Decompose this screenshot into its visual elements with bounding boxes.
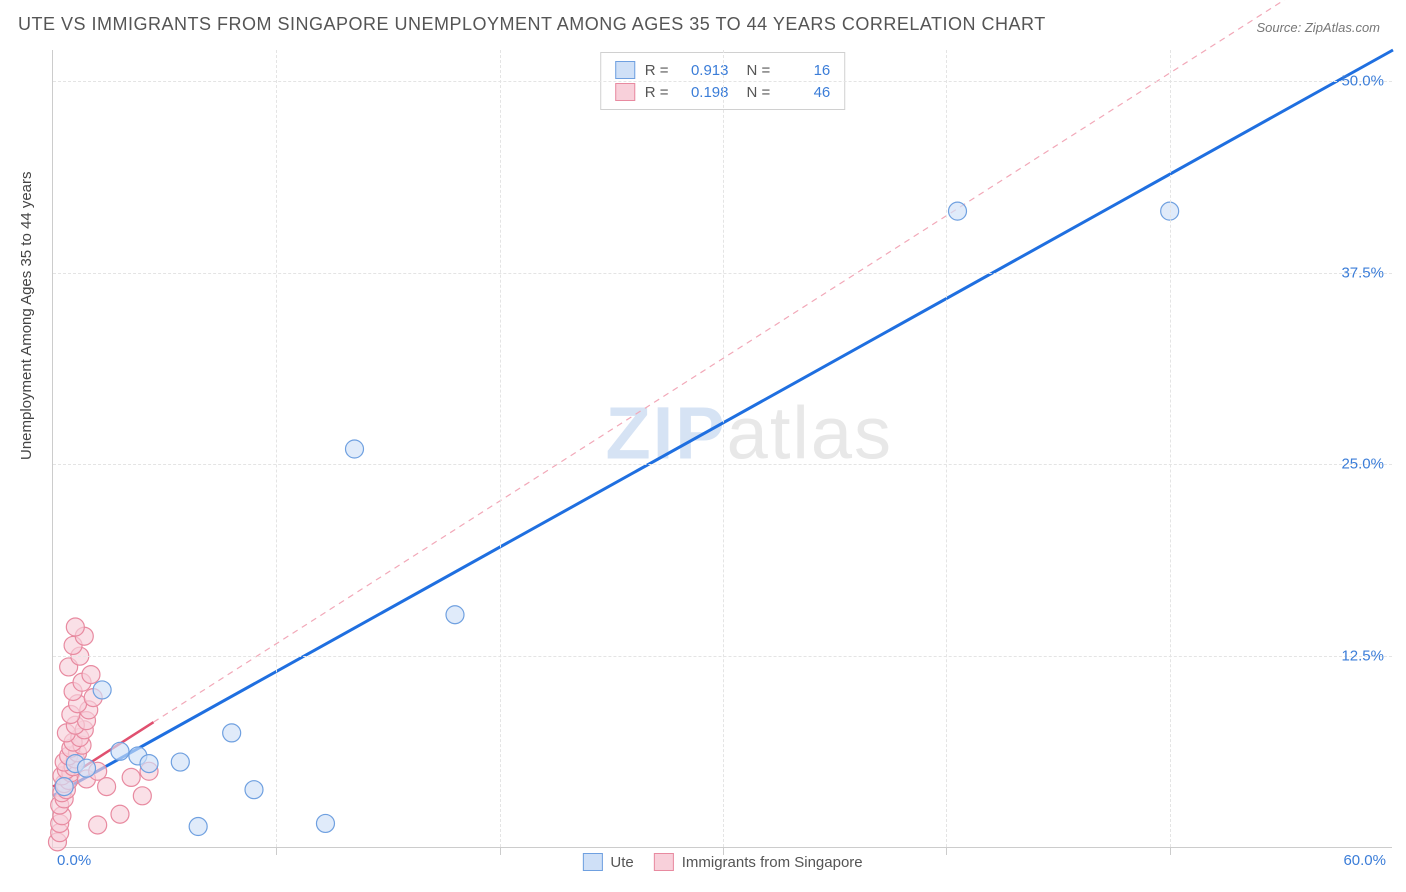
x-tick-mark [946,847,947,855]
legend-n-label: N = [747,62,771,79]
scatter-point [111,742,129,760]
y-tick-label: 25.0% [1341,456,1384,473]
y-tick-label: 50.0% [1341,72,1384,89]
x-tick-mark [500,847,501,855]
scatter-point [66,618,84,636]
scatter-point [245,781,263,799]
scatter-point [189,818,207,836]
legend-r-value: 0.913 [679,62,729,79]
scatter-point [82,666,100,684]
x-tick-mark [1170,847,1171,855]
grid-line-v [276,50,277,847]
scatter-point [98,778,116,796]
grid-line-v [1170,50,1171,847]
scatter-point [223,724,241,742]
chart-title: UTE VS IMMIGRANTS FROM SINGAPORE UNEMPLO… [18,14,1046,35]
legend-swatch [582,853,602,871]
scatter-point [93,681,111,699]
scatter-point [140,755,158,773]
x-tick-mark [276,847,277,855]
scatter-point [89,816,107,834]
legend-r-value: 0.198 [679,84,729,101]
legend-n-value: 16 [780,62,830,79]
x-tick-mark [723,847,724,855]
y-tick-label: 12.5% [1341,648,1384,665]
scatter-point [122,768,140,786]
x-tick-origin: 0.0% [57,852,91,869]
scatter-point [133,787,151,805]
y-tick-label: 37.5% [1341,264,1384,281]
grid-line-v [500,50,501,847]
grid-line-v [946,50,947,847]
plot-area: ZIPatlas R =0.913N =16R =0.198N =46 UteI… [52,50,1392,848]
y-axis-label: Unemployment Among Ages 35 to 44 years [18,171,35,460]
x-tick-max: 60.0% [1343,852,1386,869]
legend-r-label: R = [645,62,669,79]
legend-r-label: R = [645,84,669,101]
legend-swatch [654,853,674,871]
scatter-point [111,805,129,823]
scatter-point [55,778,73,796]
legend-series: Ute Immigrants from Singapore [582,853,862,871]
legend-n-label: N = [747,84,771,101]
scatter-point [316,814,334,832]
scatter-point [346,440,364,458]
legend-series-label: Immigrants from Singapore [682,854,863,871]
scatter-point [171,753,189,771]
legend-series-item: Immigrants from Singapore [654,853,863,871]
legend-swatch [615,61,635,79]
scatter-point [949,202,967,220]
scatter-point [78,759,96,777]
source-label: Source: ZipAtlas.com [1256,20,1380,35]
legend-n-value: 46 [780,84,830,101]
scatter-point [446,606,464,624]
legend-series-item: Ute [582,853,633,871]
grid-line-v [723,50,724,847]
legend-swatch [615,83,635,101]
legend-series-label: Ute [610,854,633,871]
